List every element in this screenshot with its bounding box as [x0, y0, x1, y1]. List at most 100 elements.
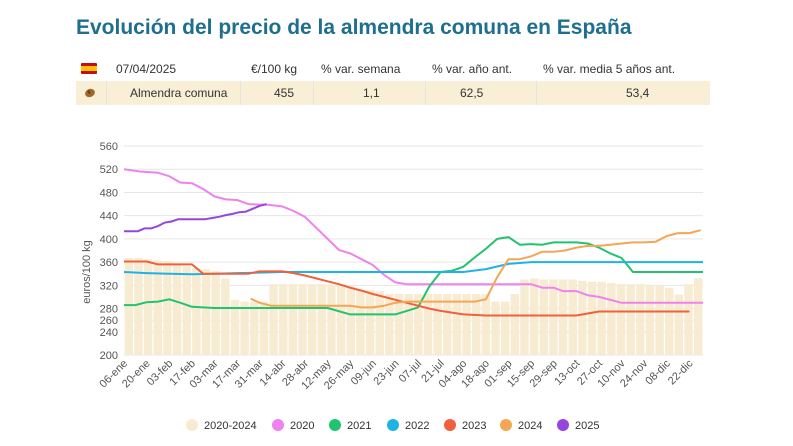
bar-mark — [636, 284, 645, 355]
bar-mark — [665, 287, 674, 355]
y-tick-label: 520 — [100, 164, 118, 176]
y-tick-label: 400 — [100, 234, 118, 246]
y-tick-label: 560 — [100, 141, 118, 153]
bar-mark — [491, 301, 500, 355]
table-row: Almendra comuna 455 1,1 62,5 53,4 — [76, 81, 710, 105]
legend-label: 2024 — [518, 420, 543, 432]
bar-mark — [423, 294, 433, 355]
column-header-week: % var. semana — [321, 62, 401, 76]
legend-swatch — [329, 419, 341, 431]
bar-mark — [153, 260, 162, 355]
bar-mark — [414, 294, 423, 355]
bar-mark — [307, 284, 317, 355]
bar-mark — [481, 294, 491, 355]
bar-mark — [558, 279, 568, 355]
legend-item: 2025 — [557, 419, 599, 433]
bar-mark — [568, 279, 577, 355]
bar-mark — [616, 284, 626, 355]
bar-mark — [645, 285, 655, 355]
table-header-row: 07/04/2025 €/100 kg % var. semana % var.… — [76, 57, 710, 81]
y-tick-label: 360 — [100, 257, 118, 269]
bar-mark — [221, 278, 230, 355]
bar-mark — [375, 291, 384, 355]
bar-mark — [317, 284, 327, 355]
table-date: 07/04/2025 — [116, 62, 177, 76]
y-tick-label: 280 — [100, 304, 118, 316]
bar-mark — [201, 269, 211, 355]
bar-mark — [578, 280, 587, 355]
bar-mark — [124, 258, 134, 355]
bar-mark — [404, 294, 413, 355]
spain-flag-icon — [81, 63, 97, 74]
y-tick-label: 480 — [100, 187, 118, 199]
bar-mark — [539, 279, 548, 355]
bar-mark — [288, 284, 298, 355]
legend-item: 2020 — [272, 419, 314, 433]
legend-label: 2025 — [575, 420, 600, 432]
legend-swatch — [500, 419, 512, 431]
series-line-2022 — [123, 261, 703, 276]
legend-label: 2021 — [347, 420, 372, 432]
bar-mark — [182, 266, 191, 355]
page-title: Evolución del precio de la almendra comu… — [76, 16, 632, 39]
bar-mark — [607, 283, 616, 355]
bar-mark — [394, 294, 404, 355]
bar-mark — [549, 279, 558, 355]
bar-mark — [269, 284, 278, 355]
legend-swatch — [387, 419, 399, 431]
bar-mark — [336, 284, 346, 355]
bar-mark — [684, 284, 693, 355]
legend-swatch — [444, 419, 456, 431]
legend-swatch — [557, 419, 569, 431]
bar-mark — [356, 289, 365, 355]
legend-label: 2020 — [290, 420, 315, 432]
five-year-change-value: 53,4 — [626, 86, 650, 100]
series-line-2021 — [124, 236, 703, 316]
bar-mark — [626, 284, 635, 355]
bar-mark — [230, 299, 240, 355]
x-tick-label: 22-dic — [666, 357, 696, 387]
bar-mark — [443, 294, 452, 355]
bar-mark — [529, 278, 539, 355]
legend-item: 2021 — [329, 419, 371, 433]
y-tick-label: 240 — [100, 327, 118, 339]
bar-mark — [520, 279, 529, 355]
legend-item: 2023 — [444, 419, 486, 433]
y-tick-label: 440 — [100, 211, 118, 223]
bar-mark — [211, 270, 220, 355]
legend-item: 2022 — [387, 419, 429, 433]
column-header-five-year: % var. media 5 años ant. — [543, 62, 676, 76]
bar-mark — [365, 289, 375, 355]
x-tick-label: 07-jul — [397, 358, 425, 386]
bar-mark — [597, 281, 606, 355]
bar-mark — [327, 284, 336, 355]
series-line-2020 — [123, 168, 703, 304]
bar-mark — [163, 260, 172, 355]
almond-icon — [85, 88, 95, 98]
bar-mark — [250, 301, 259, 355]
bar-mark — [192, 267, 201, 355]
bar-mark — [346, 285, 355, 355]
price-table: 07/04/2025 €/100 kg % var. semana % var.… — [76, 57, 710, 105]
product-name: Almendra comuna — [130, 86, 228, 100]
bar-mark — [452, 294, 462, 355]
bar-mark — [655, 285, 664, 355]
column-header-unit: €/100 kg — [251, 62, 298, 76]
bar-mark — [587, 281, 597, 355]
bar-mark — [240, 301, 249, 355]
bar-mark — [472, 294, 481, 355]
bar-mark — [259, 301, 269, 355]
series-line-2024 — [250, 229, 701, 309]
bar-mark — [674, 294, 684, 355]
bar-mark — [143, 259, 153, 355]
bar-mark — [693, 278, 703, 355]
legend-swatch — [186, 419, 198, 431]
year-change-value: 62,5 — [460, 86, 484, 100]
legend-item: 2024 — [500, 419, 542, 433]
series-line-2023 — [124, 260, 690, 317]
bar-mark — [298, 284, 307, 355]
y-tick-label: 200 — [100, 350, 118, 362]
x-tick-label: 23-jun — [371, 358, 401, 388]
y-axis-label: euros/100 kg — [81, 240, 93, 304]
